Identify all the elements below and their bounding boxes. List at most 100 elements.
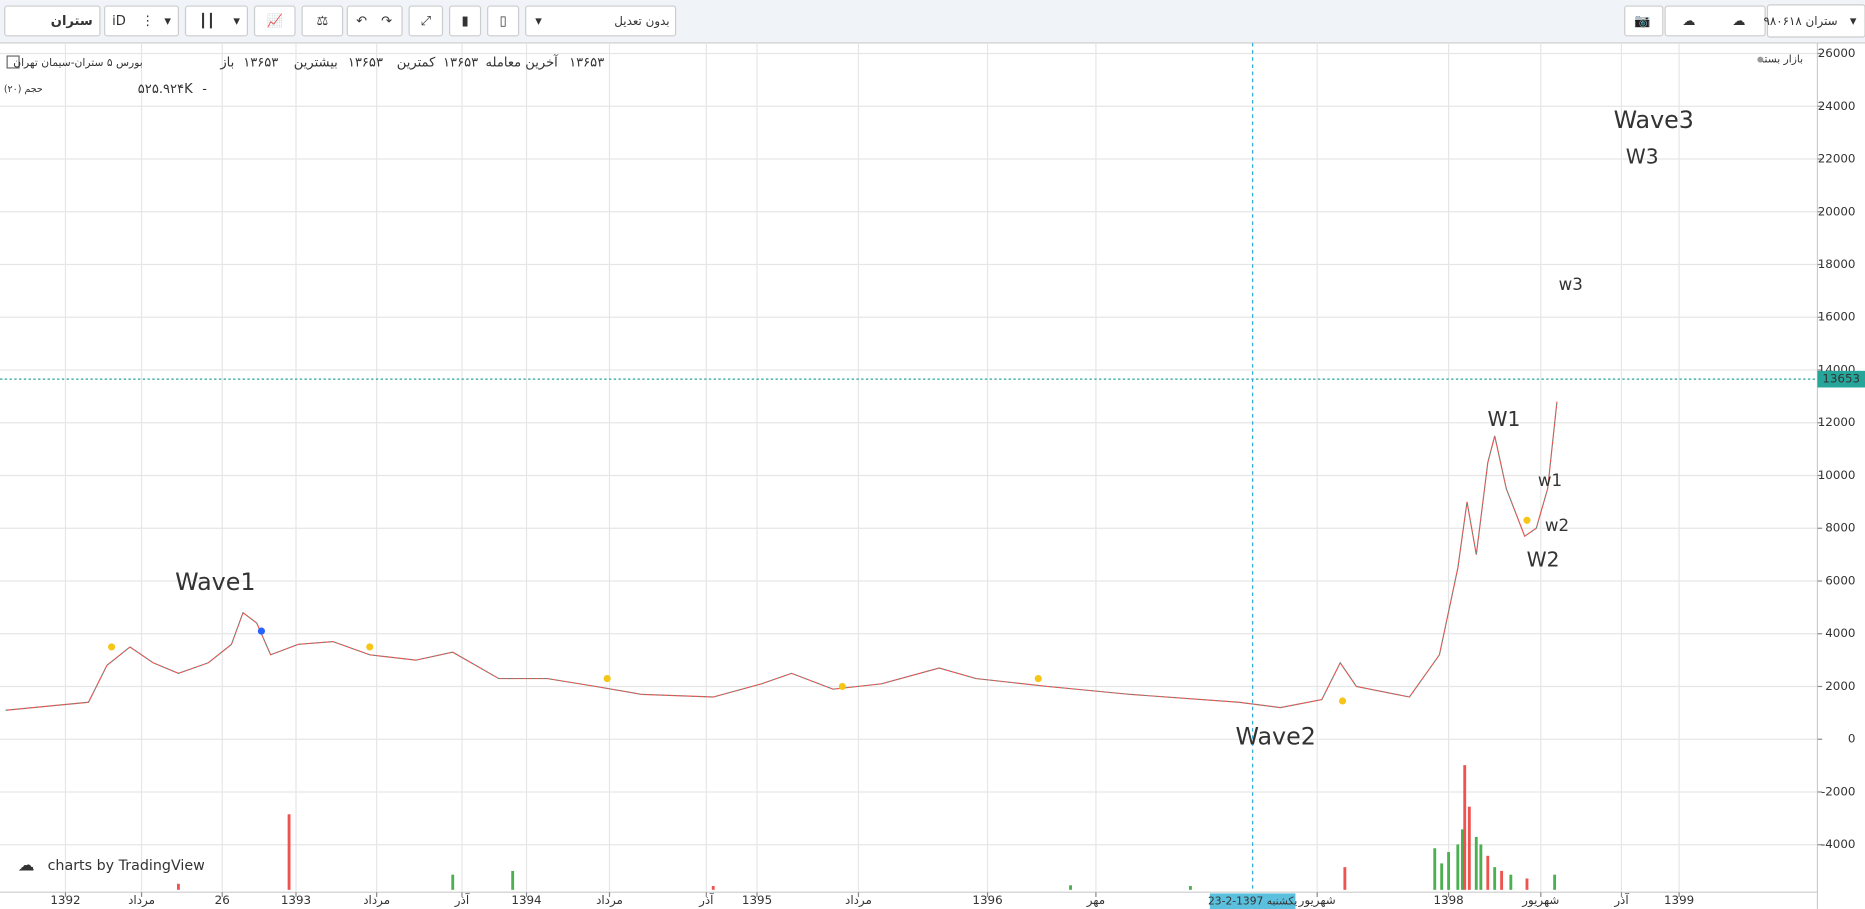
volume-bar	[1479, 844, 1483, 890]
volume-bar	[1467, 806, 1471, 890]
cloud[interactable]	[1664, 5, 1766, 37]
open-value: ۱۳۶۵۳	[243, 56, 278, 71]
annotation: Wave1	[175, 568, 255, 596]
cloud-down-icon[interactable]: ☁	[1682, 14, 1695, 29]
annotation: w2	[1545, 516, 1569, 535]
volume-bar	[1456, 844, 1460, 890]
volume-value: ۵۲۵.۹۲۴K	[138, 82, 193, 97]
x-tick-label: 1394	[511, 893, 541, 907]
x-tick-label: آذر	[698, 892, 714, 908]
price-line-overlay	[5, 401, 1558, 711]
dropdown: ▾	[535, 14, 542, 29]
load-icon: ▯	[500, 14, 507, 29]
undo-redo[interactable]	[346, 5, 403, 37]
event-marker	[1338, 697, 1347, 705]
volume-bar	[451, 874, 455, 890]
y-tick-label: -4000	[1821, 837, 1856, 851]
y-tick-label: 18000	[1818, 257, 1856, 271]
volume-pane	[176, 765, 1557, 890]
volume-bar	[1509, 874, 1513, 890]
y-tick-label: 8000	[1825, 521, 1855, 535]
compare[interactable]	[301, 5, 344, 37]
volume-bar	[1463, 765, 1467, 890]
event-marker	[603, 675, 611, 683]
y-tick-label: 24000	[1818, 99, 1856, 113]
dropdown[interactable]: ▾	[233, 14, 240, 29]
candle-icon: ┃┃	[199, 12, 215, 29]
camera-icon: 📷	[1634, 14, 1650, 29]
watermark: charts by TradingView	[48, 858, 206, 874]
volume-bar	[1486, 855, 1490, 890]
dropdown[interactable]: ▾	[164, 14, 171, 29]
low-label: کمترین	[397, 56, 436, 71]
watermark-logo: ☁	[18, 856, 35, 875]
symbol: ستران	[51, 14, 93, 29]
event-marker	[366, 643, 374, 651]
volume-bar	[1069, 885, 1072, 890]
volume-bar	[1343, 867, 1347, 890]
high-value: ۱۳۶۵۳	[348, 56, 383, 71]
fullscreen[interactable]	[408, 5, 444, 37]
collapse-button[interactable]	[6, 55, 20, 69]
volume-bar	[1447, 852, 1451, 890]
redo-icon[interactable]: ↷	[381, 14, 393, 29]
y-tick-label: 10000	[1818, 468, 1856, 482]
indicators-icon: 📈	[267, 13, 283, 29]
y-tick-label: 20000	[1818, 204, 1856, 218]
interval-box[interactable]	[104, 5, 180, 37]
more-button[interactable]: ⋮	[141, 14, 154, 29]
tab-label: ستران ۹۸۰۶۱۸	[1763, 14, 1837, 29]
load[interactable]	[487, 5, 520, 37]
y-tick-label: -2000	[1821, 784, 1856, 798]
annotation: W2	[1527, 547, 1560, 571]
y-tick-label: 6000	[1825, 573, 1855, 587]
adjustment-select[interactable]	[525, 5, 677, 37]
x-tick-label: 1393	[281, 893, 311, 907]
volume-bar	[1188, 886, 1192, 890]
snapshot[interactable]	[1624, 5, 1664, 37]
undo-icon[interactable]: ↶	[356, 14, 367, 29]
volume-bar	[511, 870, 515, 890]
id-button[interactable]: iD	[112, 14, 126, 29]
dropdown: ▾	[1850, 14, 1857, 29]
save[interactable]	[449, 5, 482, 37]
volume-bar	[1553, 874, 1557, 890]
tab[interactable]	[1766, 4, 1865, 38]
event-marker	[838, 682, 846, 691]
crosshair-box	[1209, 893, 1296, 909]
x-tick-label: 1395	[742, 893, 772, 907]
adjustment: بدون تعدیل	[614, 14, 669, 29]
x-tick-label: مرداد	[363, 893, 390, 908]
chart-type[interactable]	[184, 5, 248, 37]
x-tick-label: مرداد	[845, 893, 872, 908]
last-label: آخرین معامله	[485, 54, 559, 71]
x-tick-label: شهریور	[1521, 893, 1559, 908]
symbol-box[interactable]	[4, 5, 101, 37]
volume-bar	[176, 883, 180, 890]
y-tick-label: 26000	[1818, 46, 1856, 60]
event-marker	[108, 643, 116, 651]
last-value: ۱۳۶۵۳	[569, 56, 604, 71]
volume-bar	[1493, 867, 1497, 890]
volume-bar	[1525, 878, 1529, 890]
y-tick-label: 12000	[1818, 415, 1856, 429]
x-tick-label: مرداد	[596, 893, 623, 908]
price-pane: 13653 یکشنبه 1397-2-23 Wave1 Wave2 Wave3 W1 W2…	[0, 42, 1865, 909]
indicators[interactable]	[253, 5, 296, 37]
status-dot	[1757, 56, 1764, 63]
save-icon: ▮	[461, 14, 468, 29]
x-tick-label: 1398	[1433, 893, 1463, 907]
y-tick-label: 22000	[1818, 152, 1856, 166]
volume-bar	[1500, 870, 1504, 890]
crosshair-label: یکشنبه 1397-2-23	[1208, 895, 1297, 908]
volume-bar	[287, 814, 291, 890]
open-label: باز	[219, 56, 234, 71]
volume-dash: -	[202, 82, 207, 97]
cloud-up-icon[interactable]: ☁	[1732, 14, 1745, 29]
x-tick-label: آذر	[1613, 892, 1629, 908]
x-tick-label: 1396	[972, 893, 1002, 907]
event-marker	[1523, 516, 1531, 524]
y-tick-label: 0	[1848, 732, 1856, 746]
